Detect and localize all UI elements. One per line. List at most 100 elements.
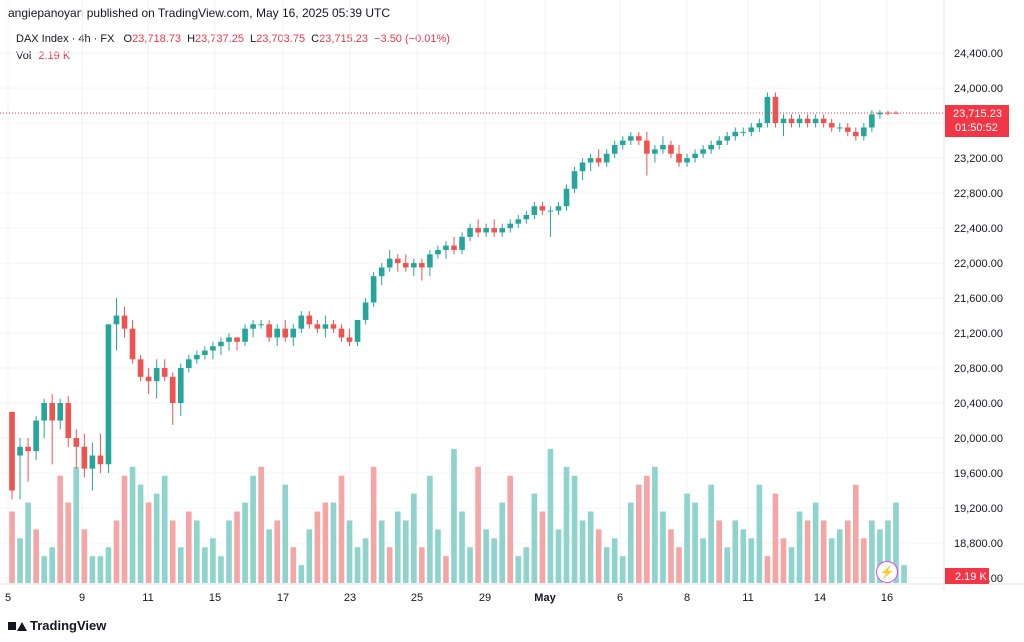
candle-body [563,188,570,207]
price-axis[interactable]: 24,400.0024,000.0023,600.0023,200.0022,8… [954,48,1003,585]
candle-body [218,341,224,347]
volume-bar [515,556,522,583]
candle-body [427,254,433,268]
countdown-value: 01:50:52 [955,122,998,134]
volume-bar [394,511,401,583]
volume-bar [129,466,136,583]
volume-bar [258,466,264,583]
volume-bars [9,448,907,583]
candle-body [547,210,554,212]
candle-body [185,359,192,369]
volume-bar [804,520,811,583]
price-tick-label: 20,000.00 [954,433,1003,445]
tradingview-footer[interactable]: TradingView [8,618,106,633]
time-tick-label: 5 [5,592,11,604]
volume-bar [378,520,385,583]
volume-bar [732,520,739,583]
candle-body [748,127,755,132]
volume-bar [57,475,64,583]
volume-bar [523,547,530,583]
volume-bar [97,556,104,583]
price-tick-label: 21,200.00 [954,328,1003,340]
candle-body [732,131,739,137]
volume-tag: 2.19 K [945,568,989,584]
candle-body [764,96,771,124]
candle-body [531,206,538,215]
candle-body [515,219,522,224]
volume-bar [869,520,875,583]
candle-body [660,144,666,150]
candle-body [113,315,120,325]
low-label: L [250,33,257,45]
candle-body [137,359,144,377]
candle-body [129,328,136,360]
candle-body [772,96,779,124]
price-tick-label: 22,800.00 [954,188,1003,200]
lightning-icon[interactable]: ⚡ [876,561,898,583]
volume-bar [49,547,56,583]
candle-body [507,223,514,229]
candle-body [820,118,827,124]
candle-body [724,136,731,141]
volume-bar [194,520,200,583]
volume-bar [226,520,232,583]
volume-bar [411,493,417,583]
change-value: −3.50 (−0.01%) [374,33,450,45]
candle-body [716,140,723,145]
low-value: 23,703.75 [256,33,306,45]
close-value: 23,715.23 [319,33,369,45]
candle-body [885,112,891,114]
time-tick-label: 11 [742,592,753,604]
candle-body [194,354,200,360]
volume-bar [901,565,907,583]
candle-body [9,411,15,491]
candle-body [644,140,650,154]
volume-bar [893,502,899,583]
volume-bar [595,529,602,583]
candle-body [780,118,787,124]
candle-body [306,315,313,325]
symbol-label[interactable]: DAX Index · 4h · FX [16,33,115,45]
volume-bar [33,529,39,583]
candle-body [202,350,208,355]
volume-bar [772,493,779,583]
candle-body [346,337,353,342]
time-axis[interactable]: 5 9 11 15 17 23 25 29 May 6 8 11 14 16 [5,592,893,604]
volume-bar [788,547,795,583]
candle-body [394,258,401,264]
volume-bar [652,466,658,583]
candle-body [258,324,264,326]
volume-bar [250,475,256,583]
candle-body [756,123,763,128]
price-tick-label: 20,400.00 [954,398,1003,410]
candle-body [378,267,385,277]
candle-body [121,315,128,329]
time-tick-label: 17 [277,592,289,604]
volume-bar [507,475,514,583]
candle-body [338,328,345,338]
volume-bar [346,520,353,583]
volume-bar [274,520,281,583]
volume-bar [105,547,112,583]
volume-bar [322,502,329,583]
volume-bar [362,538,369,583]
candle-body [740,131,747,133]
price-tick-label: 22,000.00 [954,258,1003,270]
volume-bar [242,502,248,583]
volume-bar [708,484,714,583]
volume-bar [169,520,176,583]
volume-bar [330,502,337,583]
candle-body [836,127,843,129]
volume-bar [73,466,80,583]
volume-bar [475,466,481,583]
volume-bar [459,511,465,583]
price-tick-label: 22,400.00 [954,223,1003,235]
candle-body [49,403,56,421]
candle-body [844,127,851,132]
price-tick-label: 24,000.00 [954,83,1003,95]
open-value: 23,718.73 [132,33,181,45]
volume-bar [885,520,891,583]
volume-bar [41,556,47,583]
candle-body [362,302,369,320]
